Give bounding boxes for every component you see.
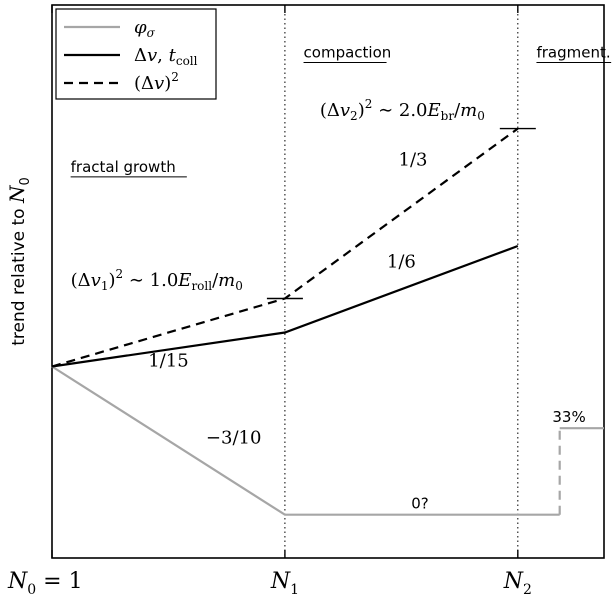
region-label-0: fractal growth — [71, 158, 176, 176]
plot-frame — [51, 4, 605, 559]
series-lines — [51, 127, 604, 516]
threshold-markers: (Δv1)2 ∼ 1.0Eroll/m0 (Δv2)2 ∼ 2.0Ebr/m0 — [71, 97, 536, 300]
region-dividers — [51, 5, 519, 558]
threshold-label-1: (Δv1)2 ∼ 1.0Eroll/m0 — [71, 267, 243, 293]
slope-label-5: 33% — [552, 408, 585, 426]
region-label-2: fragment. — [536, 44, 610, 62]
region-label-1: compaction — [304, 44, 392, 62]
chart-labels: fractal growth compaction fragment. 1/15 1/6… — [70, 44, 612, 513]
series-dv — [51, 244, 519, 368]
slope-label-0: 1/15 — [148, 350, 188, 371]
slope-label-1: 1/6 — [387, 252, 416, 273]
x-tick-label-1: N1 — [270, 569, 299, 598]
threshold-label-2: (Δv2)2 ∼ 2.0Ebr/m0 — [320, 97, 485, 123]
y-axis-label-text: trend relative to N0 — [5, 177, 33, 346]
slope-label-2: 1/3 — [399, 150, 428, 171]
plot-border — [51, 4, 605, 559]
y-axis-label: trend relative to N0 — [5, 177, 33, 346]
legend: φσ Δv, tcoll(Δv)2 — [55, 8, 217, 100]
slope-label-4: 0? — [411, 495, 429, 513]
slope-label-3: −3/10 — [206, 428, 262, 449]
legend-label-dv: Δv, tcoll — [134, 45, 198, 68]
x-tick-label-0: N0 = 1 — [7, 569, 83, 598]
legend-label-phi: φσ — [134, 17, 156, 40]
x-tick-label-2: N2 — [503, 569, 532, 598]
legend-label-dv2: (Δv)2 — [134, 70, 179, 94]
series-phi — [51, 365, 560, 516]
x-tick-labels: N0 = 1 N1 N2 — [7, 569, 532, 598]
